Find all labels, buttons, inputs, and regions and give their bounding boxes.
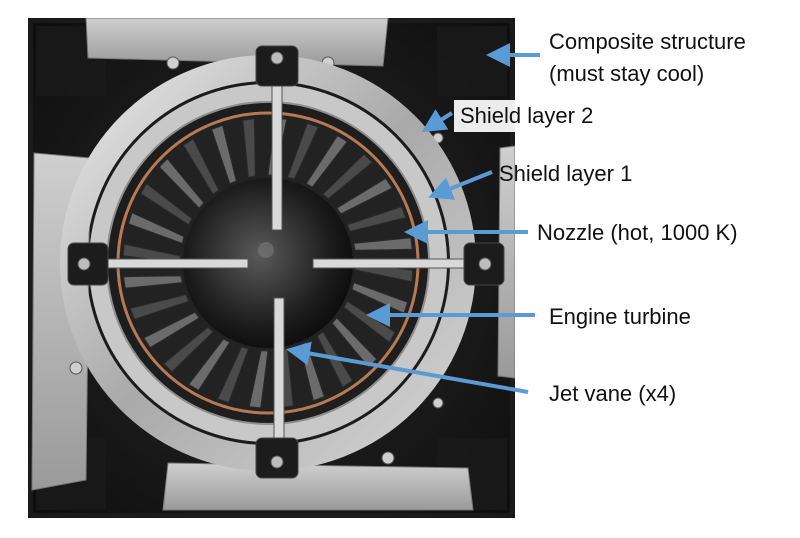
turbine-blade bbox=[211, 124, 237, 185]
turbine-blade bbox=[242, 118, 256, 178]
label-composite-line2: (must stay cool) bbox=[549, 61, 705, 86]
turbine-blade bbox=[127, 212, 185, 245]
label-jet-vane: Jet vane (x4) bbox=[549, 381, 677, 406]
turbine-hub bbox=[183, 178, 353, 348]
turbine-blade bbox=[182, 138, 220, 195]
turbine-blade bbox=[140, 182, 193, 226]
jet-vane-bottom bbox=[273, 297, 285, 454]
jet-vane-top bbox=[271, 79, 283, 231]
turbine-blade bbox=[143, 311, 200, 349]
label-shield-layer-2: Shield layer 2 bbox=[454, 100, 600, 132]
turbine-blade bbox=[123, 275, 183, 289]
jet-vane-right bbox=[312, 258, 484, 269]
top-mounting-plate bbox=[85, 18, 389, 67]
turbine-blade bbox=[336, 177, 393, 215]
turbine-blade bbox=[129, 294, 190, 320]
turbine-blade bbox=[322, 153, 374, 200]
turbine-blade bbox=[187, 338, 231, 391]
turbine-blade bbox=[346, 206, 407, 232]
engine-photo bbox=[28, 18, 515, 518]
turbine-blade bbox=[217, 346, 250, 404]
turbine-blade bbox=[122, 243, 181, 264]
turbine-blade bbox=[286, 122, 319, 180]
bottom-mounting-plate bbox=[162, 462, 474, 511]
turbine-blade bbox=[353, 237, 413, 251]
turbine-blade bbox=[305, 135, 349, 188]
turbine-blade bbox=[162, 326, 214, 373]
turbine-blade bbox=[158, 157, 205, 209]
right-mounting-plate bbox=[497, 145, 515, 379]
label-nozzle: Nozzle (hot, 1000 K) bbox=[537, 220, 738, 245]
label-shield-layer-1: Shield layer 1 bbox=[499, 161, 633, 186]
label-composite-line1: Composite structure bbox=[549, 29, 746, 54]
label-engine-turbine: Engine turbine bbox=[549, 304, 691, 329]
turbine-blade bbox=[248, 350, 269, 409]
